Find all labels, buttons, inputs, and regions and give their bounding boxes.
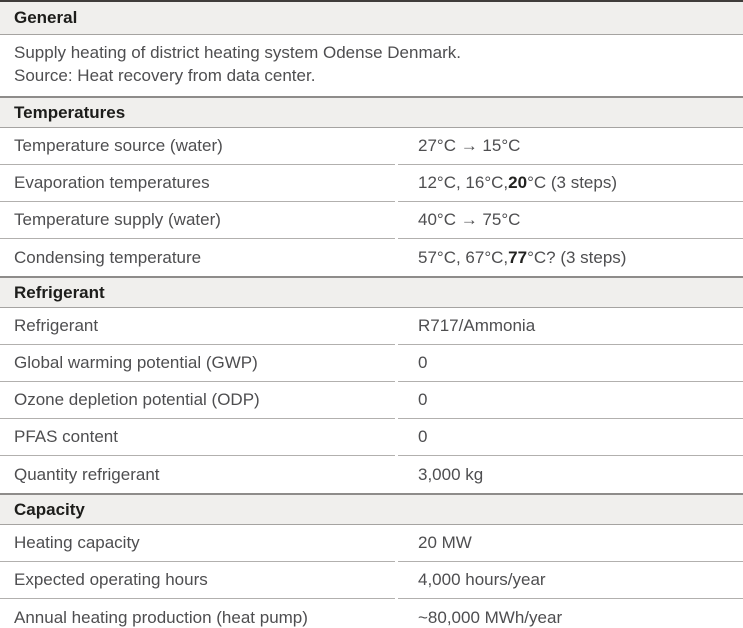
section-header-label: Refrigerant — [14, 282, 105, 302]
section-header: General — [0, 0, 743, 35]
row-label: Temperature source (water) — [0, 128, 395, 165]
table-section: General Supply heating of district heati… — [0, 0, 743, 96]
table-section: Capacity Heating capacity 20 MW Expected… — [0, 493, 743, 628]
row-label: Expected operating hours — [0, 562, 395, 599]
value-text: 0 — [418, 353, 428, 372]
table-row: PFAS content 0 — [0, 419, 743, 456]
value-text: ~80,000 MWh/year — [418, 607, 563, 627]
row-label: Temperature supply (water) — [0, 202, 395, 239]
table-row: Ozone depletion potential (ODP) 0 — [0, 382, 743, 419]
value-emphasis: 20 — [508, 173, 528, 192]
table-row: Global warming potential (GWP) 0 — [0, 345, 743, 382]
row-label: Refrigerant — [0, 308, 395, 345]
table-section: Refrigerant Refrigerant R717/Ammonia Glo… — [0, 276, 743, 493]
row-value: 57°C, 67°C, 77 °C? (3 steps) — [398, 239, 743, 276]
table-row: Evaporation temperatures 12°C, 16°C, 20 °… — [0, 165, 743, 202]
section-header-label: General — [14, 8, 78, 27]
row-label: Condensing temperature — [14, 247, 202, 267]
value-text: 20 MW — [418, 533, 472, 552]
row-label: PFAS content — [0, 419, 395, 456]
table-row: Quantity refrigerant 3,000 kg — [0, 456, 743, 493]
row-value: ~80,000 MWh/year — [398, 599, 743, 628]
table-row: Temperature source (water) 27°C → 15°C — [0, 128, 743, 165]
row-label: Annual heating production (heat pump) — [14, 607, 308, 627]
value-text: 3,000 kg — [418, 464, 484, 484]
row-value: 20 MW — [398, 525, 743, 562]
description-line: Source: Heat recovery from data center. — [14, 66, 316, 85]
value-text: 0 — [418, 427, 428, 446]
value-text: 27°C → 15°C — [418, 136, 521, 155]
value-text: 40°C → 75°C — [418, 210, 521, 229]
row-value: 0 — [398, 419, 743, 456]
value-text: °C? (3 steps) — [527, 247, 627, 267]
table-row: Condensing temperature 57°C, 67°C, 77 °C?… — [0, 239, 743, 276]
section-header-label: Temperatures — [14, 102, 126, 122]
row-value: R717/Ammonia — [398, 308, 743, 345]
row-label: Ozone depletion potential (ODP) — [0, 382, 395, 419]
section-rows: Refrigerant R717/Ammonia Global warming … — [0, 308, 743, 493]
table-row: Temperature supply (water) 40°C → 75°C — [0, 202, 743, 239]
value-text: °C (3 steps) — [527, 173, 617, 192]
row-label: Global warming potential (GWP) — [0, 345, 395, 382]
table-section: Temperatures Temperature source (water) … — [0, 96, 743, 276]
table-row: Refrigerant R717/Ammonia — [0, 308, 743, 345]
row-value: 0 — [398, 382, 743, 419]
row-value: 4,000 hours/year — [398, 562, 743, 599]
section-rows: Heating capacity 20 MW Expected operatin… — [0, 525, 743, 628]
row-value: 40°C → 75°C — [398, 202, 743, 239]
value-text: 0 — [418, 390, 428, 409]
row-label: Quantity refrigerant — [14, 464, 160, 484]
section-rows: Temperature source (water) 27°C → 15°C E… — [0, 128, 743, 276]
table-row: Expected operating hours 4,000 hours/yea… — [0, 562, 743, 599]
row-value: 3,000 kg — [398, 456, 743, 493]
row-value: 12°C, 16°C, 20 °C (3 steps) — [398, 165, 743, 202]
value-text: 12°C, 16°C, — [418, 173, 509, 192]
section-header: Temperatures — [0, 96, 743, 128]
row-label: Evaporation temperatures — [0, 165, 395, 202]
table-row: Annual heating production (heat pump) ~8… — [0, 599, 743, 628]
value-text: 57°C, 67°C, — [418, 247, 509, 267]
table-row: Heating capacity 20 MW — [0, 525, 743, 562]
section-header: Capacity — [0, 493, 743, 525]
row-value: 27°C → 15°C — [398, 128, 743, 165]
description-line: Supply heating of district heating syste… — [14, 43, 461, 62]
value-text: 4,000 hours/year — [418, 570, 546, 589]
row-value: 0 — [398, 345, 743, 382]
section-header-label: Capacity — [14, 499, 85, 519]
value-emphasis: 77 — [508, 247, 528, 267]
row-label: Heating capacity — [0, 525, 395, 562]
value-text: R717/Ammonia — [418, 316, 536, 335]
section-header: Refrigerant — [0, 276, 743, 308]
section-description: Supply heating of district heating syste… — [0, 35, 743, 96]
